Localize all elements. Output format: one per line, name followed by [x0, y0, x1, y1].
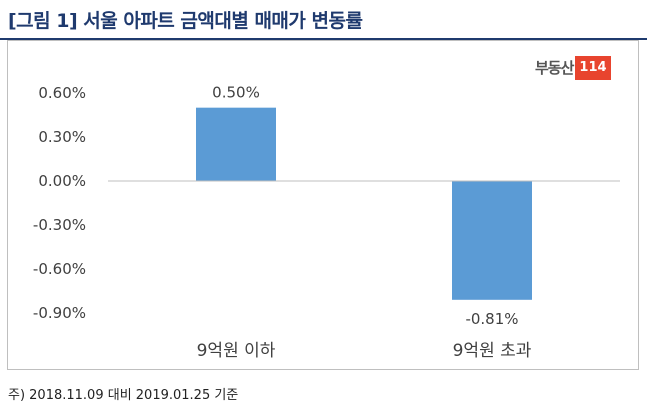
- figure-title: [그림 1] 서울 아파트 금액대별 매매가 변동률: [8, 10, 363, 32]
- y-tick-label: 0.00%: [38, 172, 86, 190]
- brand-logo-text: 부동산: [535, 59, 574, 77]
- bar: [452, 181, 532, 300]
- footnote: 주) 2018.11.09 대비 2019.01.25 기준: [8, 388, 239, 403]
- brand-logo: 부동산 114: [535, 56, 611, 80]
- data-label: -0.81%: [465, 310, 518, 328]
- x-category-label: 9억원 초과: [453, 341, 532, 361]
- brand-logo-number: 114: [575, 56, 611, 80]
- y-tick-label: 0.60%: [38, 84, 86, 102]
- bar: [196, 107, 276, 181]
- chart-frame: [7, 40, 639, 370]
- x-category-label: 9억원 이하: [197, 341, 276, 361]
- y-tick-label: -0.60%: [33, 260, 86, 278]
- y-tick-label: 0.30%: [38, 128, 86, 146]
- title-underline: [0, 38, 647, 40]
- y-tick-label: -0.90%: [33, 304, 86, 322]
- data-label: 0.50%: [212, 84, 260, 102]
- y-tick-label: -0.30%: [33, 216, 86, 234]
